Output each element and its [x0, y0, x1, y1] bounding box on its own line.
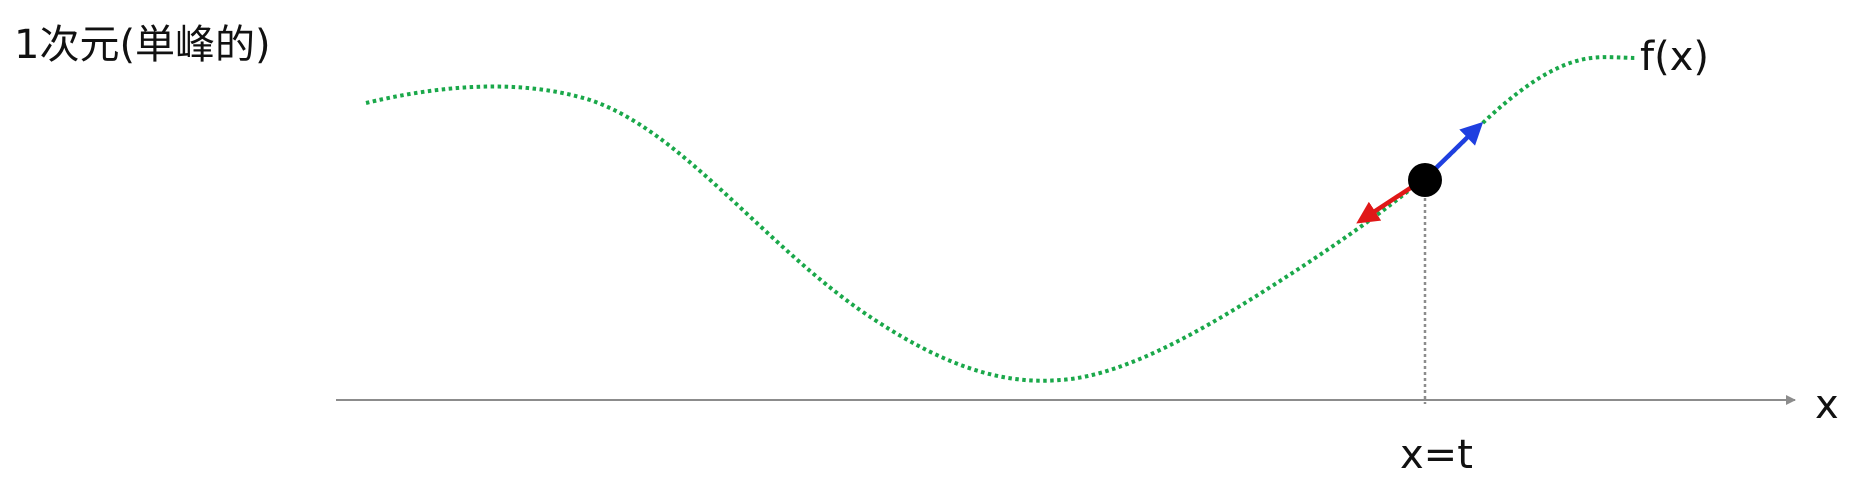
point-label: x=t	[1400, 432, 1473, 478]
gradient-up-arrow	[1430, 121, 1484, 174]
function-curve	[365, 55, 1637, 383]
current-point	[1408, 163, 1442, 197]
function-label: f(x)	[1640, 34, 1709, 80]
diagram-title: 1次元(単峰的)	[14, 22, 271, 68]
gradient-down-arrow	[1356, 181, 1420, 224]
x-axis-label: x	[1815, 382, 1839, 428]
